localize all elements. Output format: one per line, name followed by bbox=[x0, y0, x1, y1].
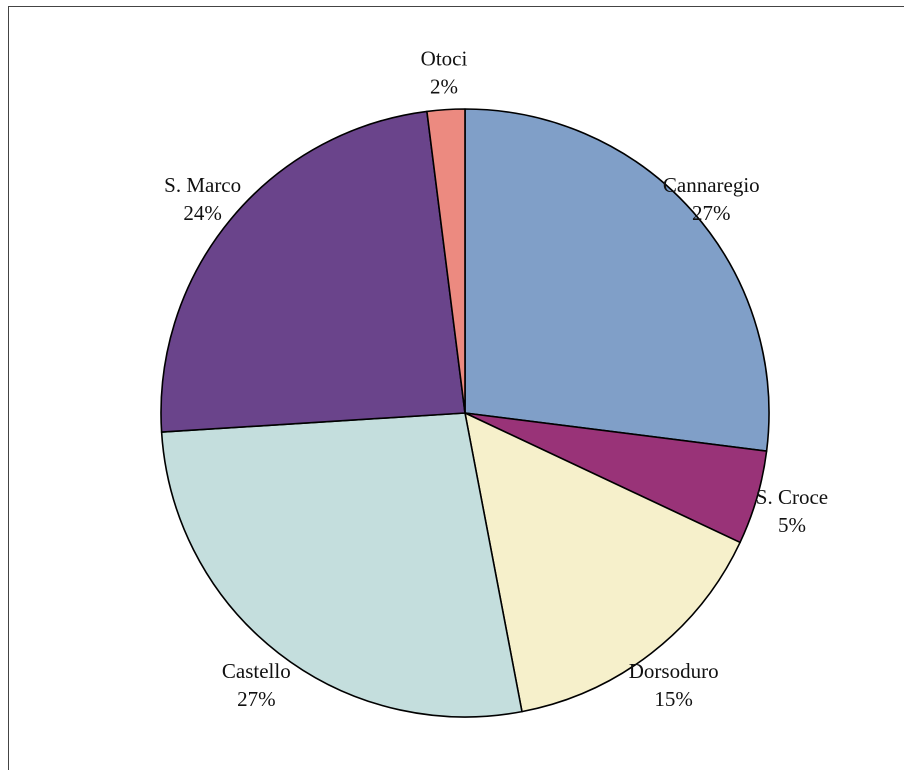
chart-frame bbox=[8, 6, 904, 770]
pie-slice-dorsoduro bbox=[464, 412, 741, 713]
slice-percent-castello: 27% bbox=[237, 687, 276, 711]
slice-percent-s-marco: 24% bbox=[183, 201, 222, 225]
slice-percent-s-croce: 5% bbox=[778, 513, 806, 537]
pie-slice-cannaregio bbox=[464, 108, 770, 452]
slice-label-castello: Castello bbox=[222, 659, 291, 683]
slice-percent-otoci: 2% bbox=[430, 74, 458, 98]
slice-label-otoci: Otoci bbox=[421, 46, 468, 70]
pie-slice-castello bbox=[160, 412, 523, 718]
pie-labels: Cannaregio 27% S. Croce 5% Dorsoduro 15% Caste… bbox=[164, 46, 828, 711]
slice-label-dorsoduro: Dorsoduro bbox=[629, 659, 719, 683]
pie-slice-s-marco bbox=[160, 110, 466, 433]
pie-slices bbox=[160, 108, 770, 718]
slice-percent-cannaregio: 27% bbox=[692, 201, 731, 225]
slice-label-cannaregio: Cannaregio bbox=[663, 173, 760, 197]
pie-slice-otoci bbox=[426, 108, 466, 414]
slice-label-s-croce: S. Croce bbox=[756, 485, 828, 509]
slice-label-s-marco: S. Marco bbox=[164, 173, 241, 197]
slice-percent-dorsoduro: 15% bbox=[654, 687, 693, 711]
